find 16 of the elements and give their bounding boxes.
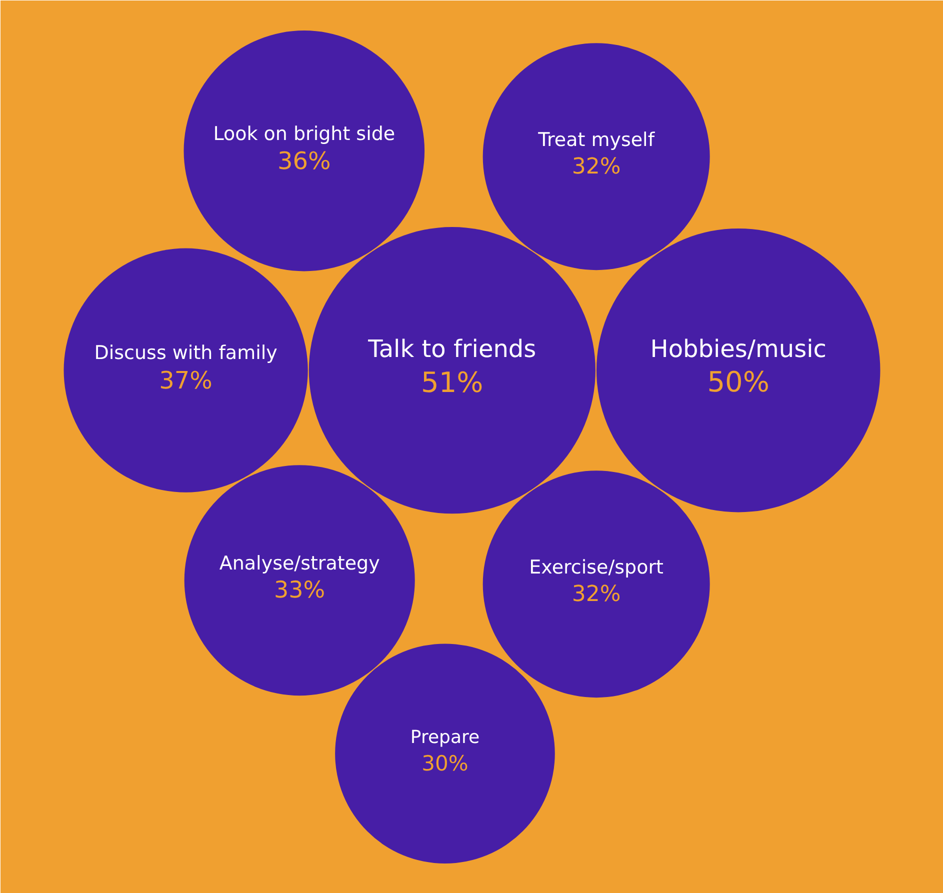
category-label: Look on bright side bbox=[213, 122, 396, 145]
category-label: Exercise/sport bbox=[529, 556, 664, 578]
category-label: Talk to friends bbox=[367, 335, 536, 364]
category-label: Prepare bbox=[410, 727, 480, 748]
data-label: 36% bbox=[277, 146, 331, 175]
category-label: Analyse/strategy bbox=[219, 552, 380, 575]
data-label: 32% bbox=[572, 154, 621, 180]
category-label: Treat myself bbox=[537, 128, 656, 151]
data-label: 50% bbox=[707, 366, 770, 399]
data-label: 32% bbox=[572, 582, 621, 607]
data-label: 37% bbox=[159, 366, 212, 395]
category-label: Discuss with family bbox=[94, 342, 278, 364]
category-label: Hobbies/music bbox=[650, 335, 826, 364]
data-label: 30% bbox=[422, 752, 468, 776]
data-label: 51% bbox=[421, 366, 484, 399]
data-label: 33% bbox=[274, 577, 326, 604]
